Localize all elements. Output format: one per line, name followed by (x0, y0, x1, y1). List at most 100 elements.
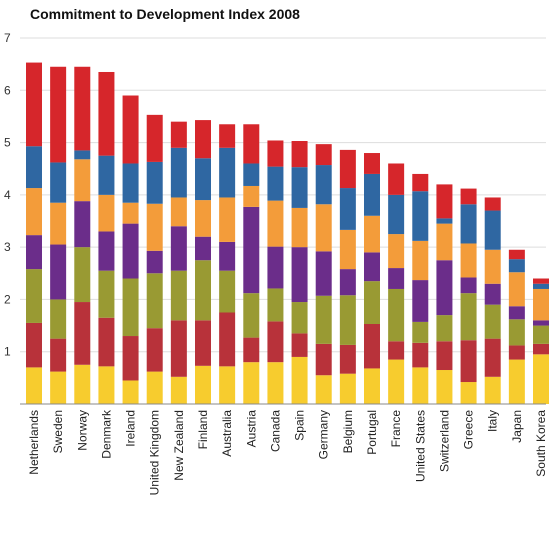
bar-segment-canada-4 (267, 200, 284, 247)
x-category-label: Austria (244, 410, 258, 448)
bar-segment-italy-2 (484, 304, 501, 339)
y-tick-label: 1 (4, 345, 11, 359)
bar-segment-australia-1 (219, 312, 236, 367)
bar-segment-belgium-1 (339, 344, 356, 374)
bar-segment-finland-2 (195, 260, 211, 321)
x-category-label: United States (413, 410, 427, 482)
bar-segment-austria-6 (243, 124, 260, 164)
bar-segment-australia-4 (219, 197, 236, 242)
bar-segment-japan-4 (508, 272, 525, 307)
bar-segment-germany-3 (315, 251, 332, 296)
bar-segment-netherlands-6 (26, 62, 42, 147)
bar-segment-united-states-1 (412, 342, 429, 368)
bar-segment-netherlands-4 (26, 188, 42, 236)
bar-segment-austria-4 (243, 185, 260, 207)
bar-segment-greece-5 (460, 204, 477, 244)
bar-segment-belgium-3 (339, 269, 356, 296)
bar-segment-finland-1 (195, 320, 211, 366)
bar-segment-new-zealand-5 (170, 147, 187, 198)
bar-segment-netherlands-0 (26, 367, 42, 404)
bar-segment-italy-3 (484, 283, 501, 305)
y-tick-label: 7 (4, 31, 11, 45)
x-category-label: Denmark (99, 409, 113, 459)
bar-segment-germany-6 (315, 144, 332, 166)
bar-segment-denmark-1 (98, 317, 115, 367)
bar-segment-austria-2 (243, 293, 260, 338)
bar-segment-sweden-6 (50, 66, 67, 163)
bar-segment-norway-0 (74, 364, 91, 404)
bar-segment-ireland-4 (122, 202, 139, 224)
bar-segment-spain-0 (291, 356, 308, 404)
bar-segment-united-states-2 (412, 321, 429, 343)
bar-segment-portugal-1 (364, 324, 380, 369)
bar-segment-united-kingdom-1 (146, 328, 163, 372)
bar-segment-finland-6 (195, 120, 211, 159)
bar-segment-south-korea-5 (533, 283, 549, 289)
bar-segment-spain-1 (291, 333, 308, 357)
bar-segment-france-0 (388, 359, 405, 404)
x-category-label: Finland (196, 410, 210, 449)
bar-segment-portugal-5 (364, 173, 380, 216)
bar-segment-canada-5 (267, 166, 284, 201)
x-category-label: France (389, 410, 403, 448)
bar-segment-italy-5 (484, 210, 501, 250)
bar-segment-norway-6 (74, 66, 91, 151)
bar-segment-france-6 (388, 163, 405, 195)
bar-segment-australia-6 (219, 124, 236, 148)
x-category-label: Sweden (51, 410, 65, 453)
bar-segment-italy-1 (484, 338, 501, 377)
bar-segment-sweden-2 (50, 299, 67, 339)
bar-segment-switzerland-1 (436, 341, 453, 371)
bar-segment-portugal-3 (364, 252, 380, 282)
bar-segment-japan-3 (508, 306, 525, 320)
bar-segment-greece-1 (460, 340, 477, 383)
bar-segment-united-states-3 (412, 280, 429, 322)
bar-segment-australia-2 (219, 270, 236, 313)
x-category-label: Ireland (124, 410, 138, 447)
bar-segment-united-states-6 (412, 173, 429, 192)
x-category-label: South Korea (534, 410, 548, 477)
bar-segment-ireland-5 (122, 163, 139, 203)
bar-segment-germany-0 (315, 375, 332, 404)
bar-segment-finland-3 (195, 236, 211, 261)
bar-segment-japan-1 (508, 345, 525, 360)
bar-segment-sweden-1 (50, 338, 67, 372)
bar-segment-germany-5 (315, 165, 332, 205)
bar-segment-australia-0 (219, 366, 236, 404)
bar-segment-switzerland-4 (436, 223, 453, 261)
bar-segment-new-zealand-2 (170, 270, 187, 321)
bar-segment-greece-0 (460, 382, 477, 404)
x-category-label: Japan (510, 410, 524, 443)
y-tick-label: 4 (4, 188, 11, 202)
bar-segment-spain-4 (291, 207, 308, 248)
bar-segment-netherlands-3 (26, 235, 42, 270)
bar-segment-italy-4 (484, 249, 501, 284)
bar-segment-united-states-5 (412, 191, 429, 241)
bar-segment-norway-2 (74, 247, 91, 303)
bar-segment-greece-2 (460, 293, 477, 341)
bar-segment-greece-6 (460, 188, 477, 205)
bar-segment-switzerland-2 (436, 315, 453, 342)
x-category-label: Greece (462, 410, 476, 450)
x-category-label: Italy (486, 410, 500, 432)
bar-segment-spain-6 (291, 141, 308, 168)
bar-segment-united-kingdom-5 (146, 161, 163, 204)
bar-segment-ireland-6 (122, 95, 139, 164)
bar-segment-greece-4 (460, 243, 477, 278)
x-category-label: Netherlands (27, 410, 41, 475)
bar-segment-denmark-3 (98, 231, 115, 271)
bar-segment-netherlands-2 (26, 269, 42, 323)
bar-segment-switzerland-0 (436, 370, 453, 404)
bar-segment-new-zealand-4 (170, 197, 187, 227)
bar-segment-japan-5 (508, 259, 525, 273)
bar-segment-united-kingdom-6 (146, 114, 163, 162)
bar-segment-new-zealand-6 (170, 121, 187, 148)
bar-segment-japan-6 (508, 249, 525, 260)
bar-segment-denmark-0 (98, 366, 115, 404)
bar-segment-spain-2 (291, 302, 308, 334)
bar-segment-ireland-0 (122, 380, 139, 404)
bar-segment-ireland-1 (122, 336, 139, 381)
bar-segment-ireland-3 (122, 223, 139, 279)
bar-segment-netherlands-5 (26, 146, 42, 189)
